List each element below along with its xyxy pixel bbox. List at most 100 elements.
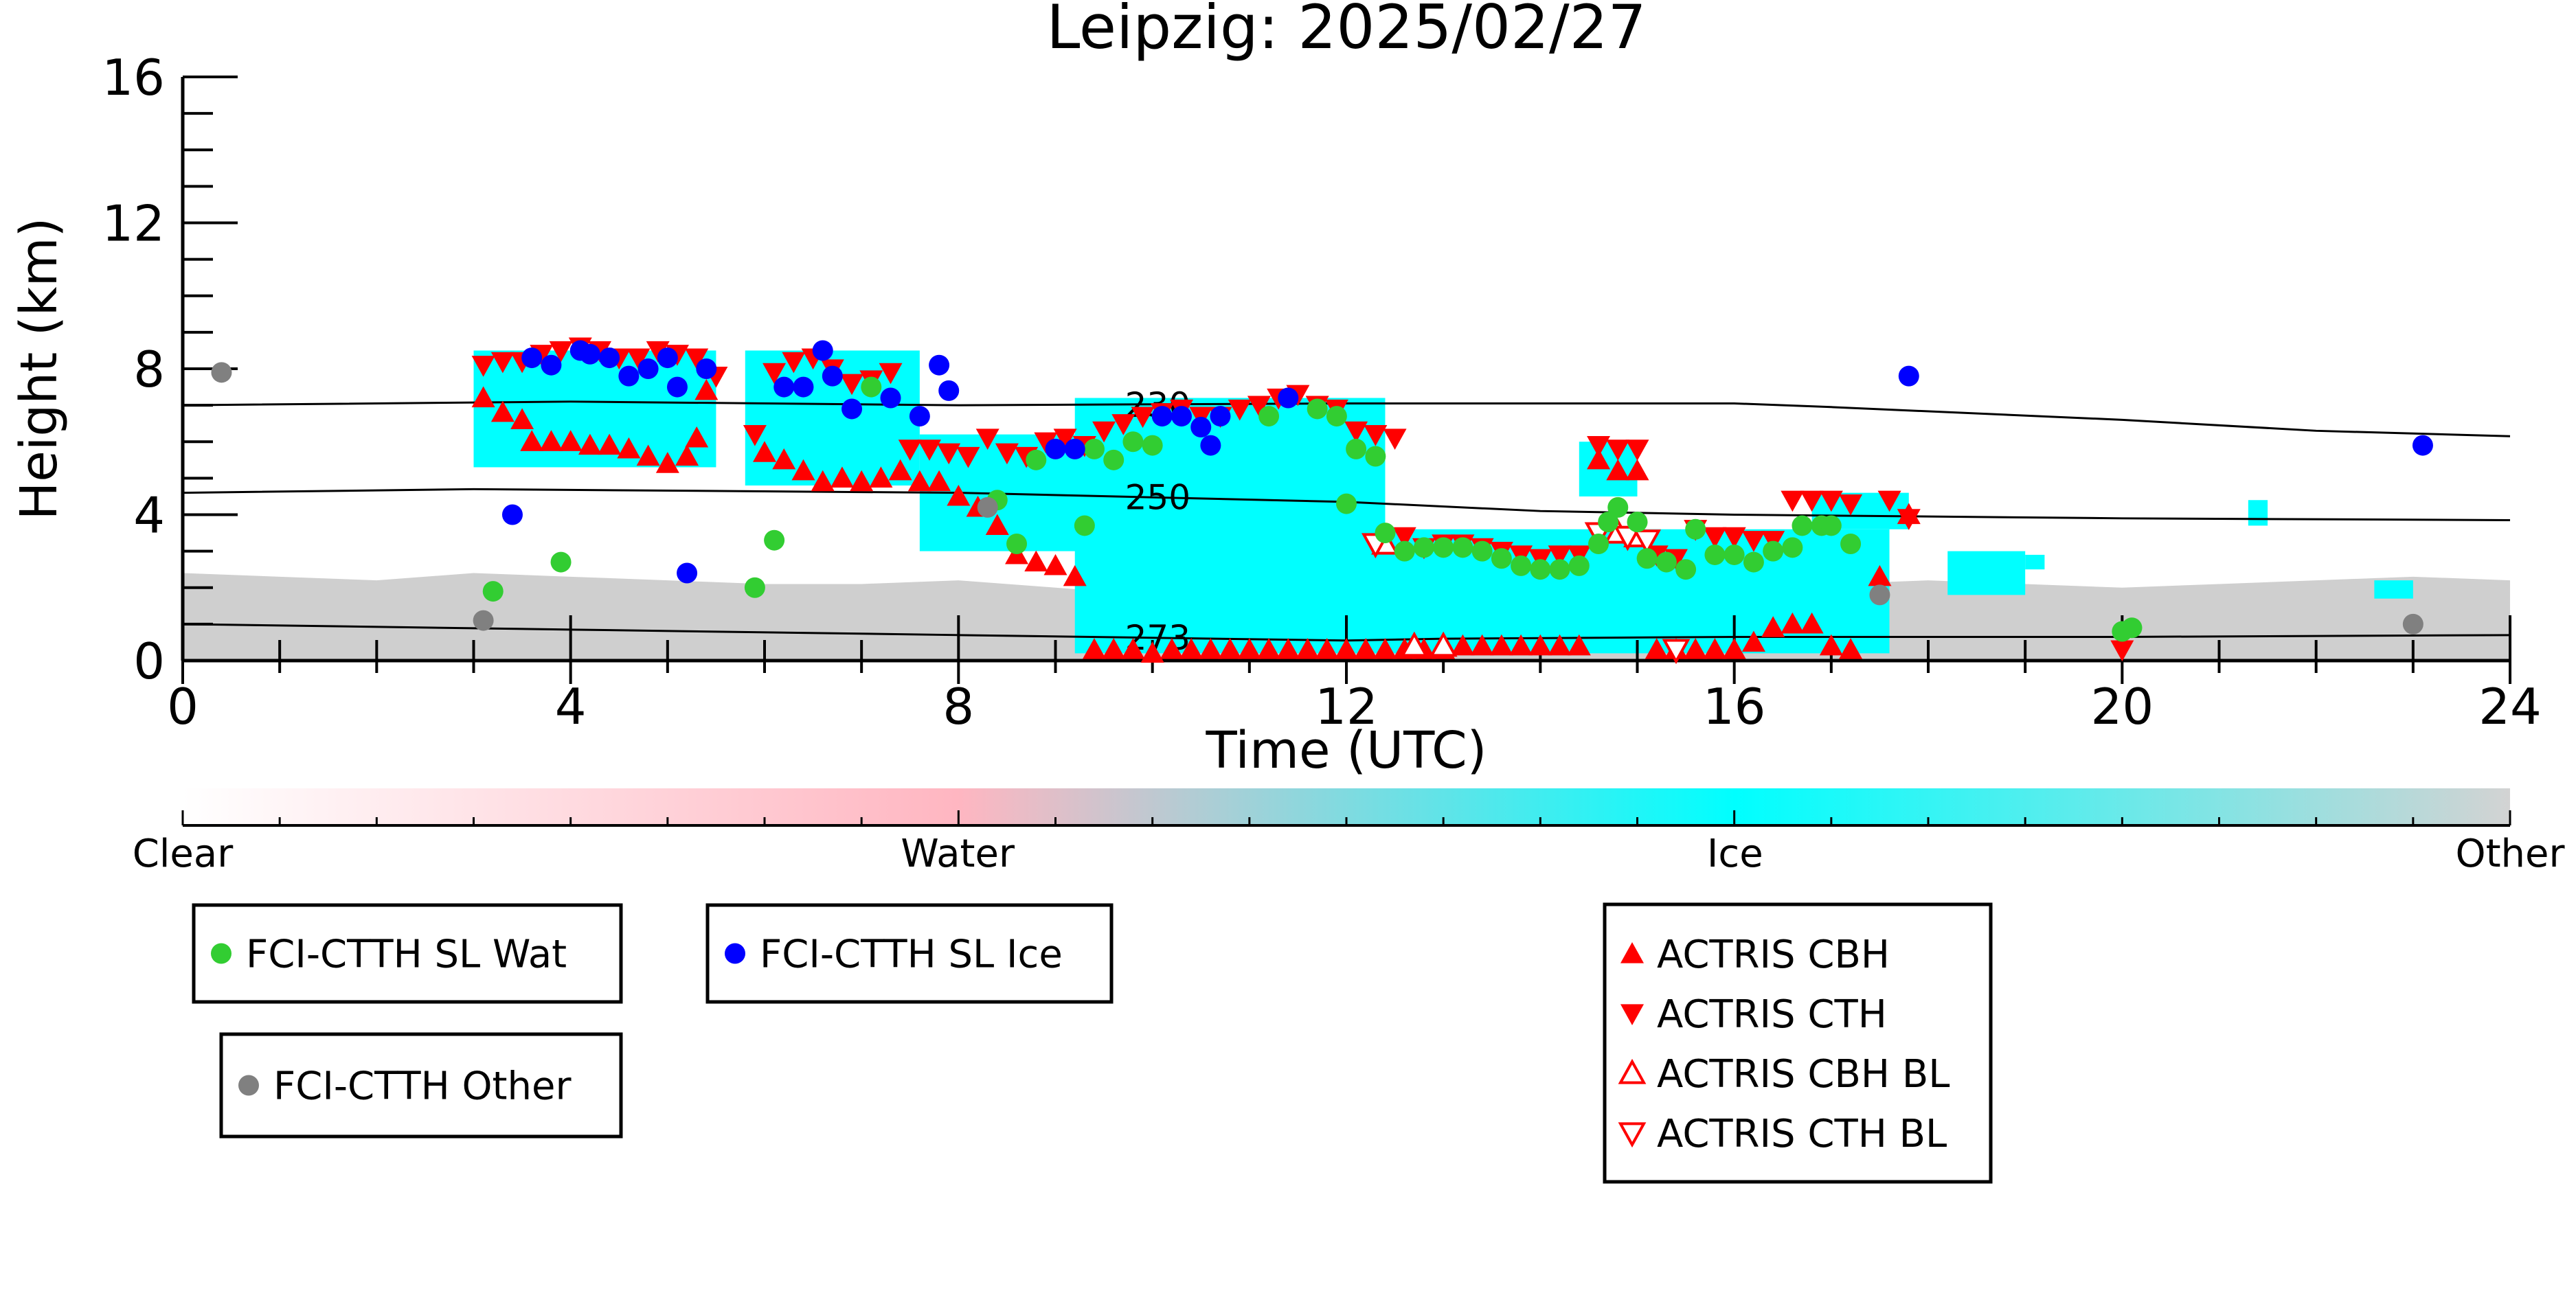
colorbar-label-ice: Ice bbox=[1707, 832, 1763, 876]
y-axis-label: Height (km) bbox=[10, 218, 69, 521]
point-actris-cbh bbox=[1276, 638, 1300, 659]
point-fci-ctth-sl-wat bbox=[1763, 540, 1784, 562]
point-actris-cbh bbox=[1354, 638, 1378, 659]
x-tick-label: 16 bbox=[1703, 678, 1766, 735]
point-actris-cth bbox=[626, 348, 651, 370]
point-actris-cbh bbox=[1684, 638, 1708, 659]
point-actris-cbh bbox=[1218, 638, 1242, 659]
point-fci-ctth-sl-wat bbox=[1307, 398, 1328, 420]
point-actris-cbh bbox=[1625, 459, 1649, 481]
isotherm-230 bbox=[182, 400, 2511, 437]
point-actris-cbh bbox=[1296, 638, 1320, 659]
point-actris-cbh bbox=[1451, 634, 1475, 656]
point-fci-ctth-sl-wat bbox=[1782, 537, 1803, 558]
isotherm-250 bbox=[182, 488, 2511, 521]
point-fci-ctth-sl-ice bbox=[1151, 406, 1173, 427]
point-fci-ctth-other bbox=[211, 362, 232, 383]
point-actris-cth bbox=[762, 363, 787, 385]
point-actris-cbh bbox=[1645, 638, 1669, 659]
point-fci-ctth-sl-wat bbox=[1083, 438, 1105, 459]
point-actris-cbh bbox=[1489, 634, 1513, 656]
point-actris-cbh bbox=[578, 433, 602, 455]
point-fci-ctth-sl-ice bbox=[618, 365, 640, 387]
legend-box-1: FCI-CTTH SL Wat bbox=[192, 903, 623, 1004]
point-actris-cth bbox=[1111, 414, 1136, 435]
point-actris-cbh bbox=[1257, 638, 1281, 659]
point-fci-ctth-sl-wat bbox=[1375, 523, 1396, 544]
point-actris-cth-bl bbox=[1613, 525, 1642, 551]
point-actris-cth bbox=[1897, 509, 1921, 530]
ice-cloud-region bbox=[1074, 398, 1386, 654]
point-fci-ctth-sl-wat bbox=[1336, 493, 1357, 514]
y-tick-label: 16 bbox=[102, 49, 165, 106]
point-actris-cbh bbox=[1199, 638, 1223, 659]
legend-marker bbox=[211, 943, 231, 964]
point-actris-cbh bbox=[520, 430, 544, 451]
ice-cloud-region bbox=[2248, 500, 2268, 526]
point-fci-ctth-sl-wat bbox=[861, 376, 882, 398]
point-fci-ctth-sl-wat bbox=[1792, 515, 1813, 536]
point-actris-cbh bbox=[1335, 638, 1358, 659]
point-fci-ctth-other bbox=[1869, 584, 1890, 606]
point-fci-ctth-sl-wat bbox=[1452, 537, 1473, 558]
point-fci-ctth-sl-ice bbox=[579, 343, 600, 365]
legend-label: ACTRIS CTH bbox=[1657, 992, 1887, 1037]
legend-label: ACTRIS CBH bbox=[1657, 933, 1890, 977]
point-actris-cbh bbox=[558, 430, 583, 451]
point-actris-cbh bbox=[1800, 612, 1824, 634]
point-actris-cth bbox=[1877, 490, 1901, 512]
point-fci-ctth-sl-ice bbox=[696, 358, 717, 379]
point-fci-ctth-sl-ice bbox=[657, 347, 678, 369]
point-actris-cth bbox=[1839, 494, 1863, 516]
legend-marker bbox=[1620, 942, 1644, 963]
legend-frame bbox=[219, 1032, 623, 1139]
point-fci-ctth-sl-wat bbox=[764, 529, 785, 551]
point-actris-cbh bbox=[598, 433, 622, 455]
point-actris-cbh bbox=[1179, 638, 1204, 659]
point-fci-ctth-sl-wat bbox=[1142, 435, 1163, 456]
y-tick-label: 12 bbox=[102, 195, 165, 253]
point-actris-cbh bbox=[830, 466, 854, 488]
point-actris-cth bbox=[471, 356, 495, 377]
point-fci-ctth-sl-wat bbox=[1724, 544, 1745, 565]
point-fci-ctth-other bbox=[473, 610, 494, 631]
x-tick-label: 12 bbox=[1315, 678, 1378, 735]
legend-label: FCI-CTTH Other bbox=[273, 1064, 572, 1109]
point-fci-ctth-sl-wat bbox=[1365, 446, 1386, 467]
point-fci-ctth-sl-wat bbox=[1588, 534, 1609, 554]
ice-cloud-region bbox=[2025, 554, 2045, 570]
point-actris-cbh bbox=[1722, 638, 1746, 659]
point-fci-ctth-sl-wat bbox=[1656, 551, 1677, 573]
point-actris-cbh bbox=[907, 470, 931, 492]
data-points-layer bbox=[211, 337, 2433, 665]
point-actris-cbh-bl bbox=[1400, 631, 1429, 657]
point-fci-ctth-sl-wat bbox=[1258, 406, 1280, 427]
point-fci-ctth-sl-wat bbox=[1074, 515, 1095, 536]
point-actris-cth bbox=[685, 348, 709, 370]
legend-marker bbox=[238, 1075, 259, 1096]
point-fci-ctth-sl-wat bbox=[744, 577, 765, 598]
point-actris-cbh bbox=[1373, 638, 1397, 659]
x-tick-label: 0 bbox=[167, 678, 199, 735]
point-fci-ctth-sl-ice bbox=[812, 340, 833, 361]
point-actris-cth bbox=[1364, 425, 1388, 446]
point-actris-cbh bbox=[1160, 638, 1184, 659]
colorbar-label-clear: Clear bbox=[133, 832, 234, 876]
point-fci-ctth-sl-ice bbox=[880, 387, 901, 409]
point-fci-ctth-sl-ice bbox=[1200, 435, 1221, 456]
point-fci-ctth-sl-wat bbox=[1568, 555, 1590, 576]
point-fci-ctth-sl-wat bbox=[1103, 449, 1125, 470]
point-actris-cbh bbox=[655, 452, 679, 473]
point-fci-ctth-sl-wat bbox=[550, 551, 572, 573]
point-fci-ctth-other bbox=[977, 496, 998, 518]
point-actris-cbh bbox=[1315, 638, 1339, 659]
point-actris-cth bbox=[1800, 490, 1824, 512]
point-fci-ctth-sl-ice bbox=[599, 347, 620, 369]
point-actris-cbh bbox=[850, 470, 874, 492]
point-fci-ctth-other bbox=[2402, 613, 2424, 635]
colorbar-label-water: Water bbox=[901, 832, 1015, 876]
x-tick-label: 8 bbox=[942, 678, 974, 735]
point-fci-ctth-sl-ice bbox=[773, 376, 795, 398]
point-fci-ctth-sl-wat bbox=[1743, 551, 1764, 573]
